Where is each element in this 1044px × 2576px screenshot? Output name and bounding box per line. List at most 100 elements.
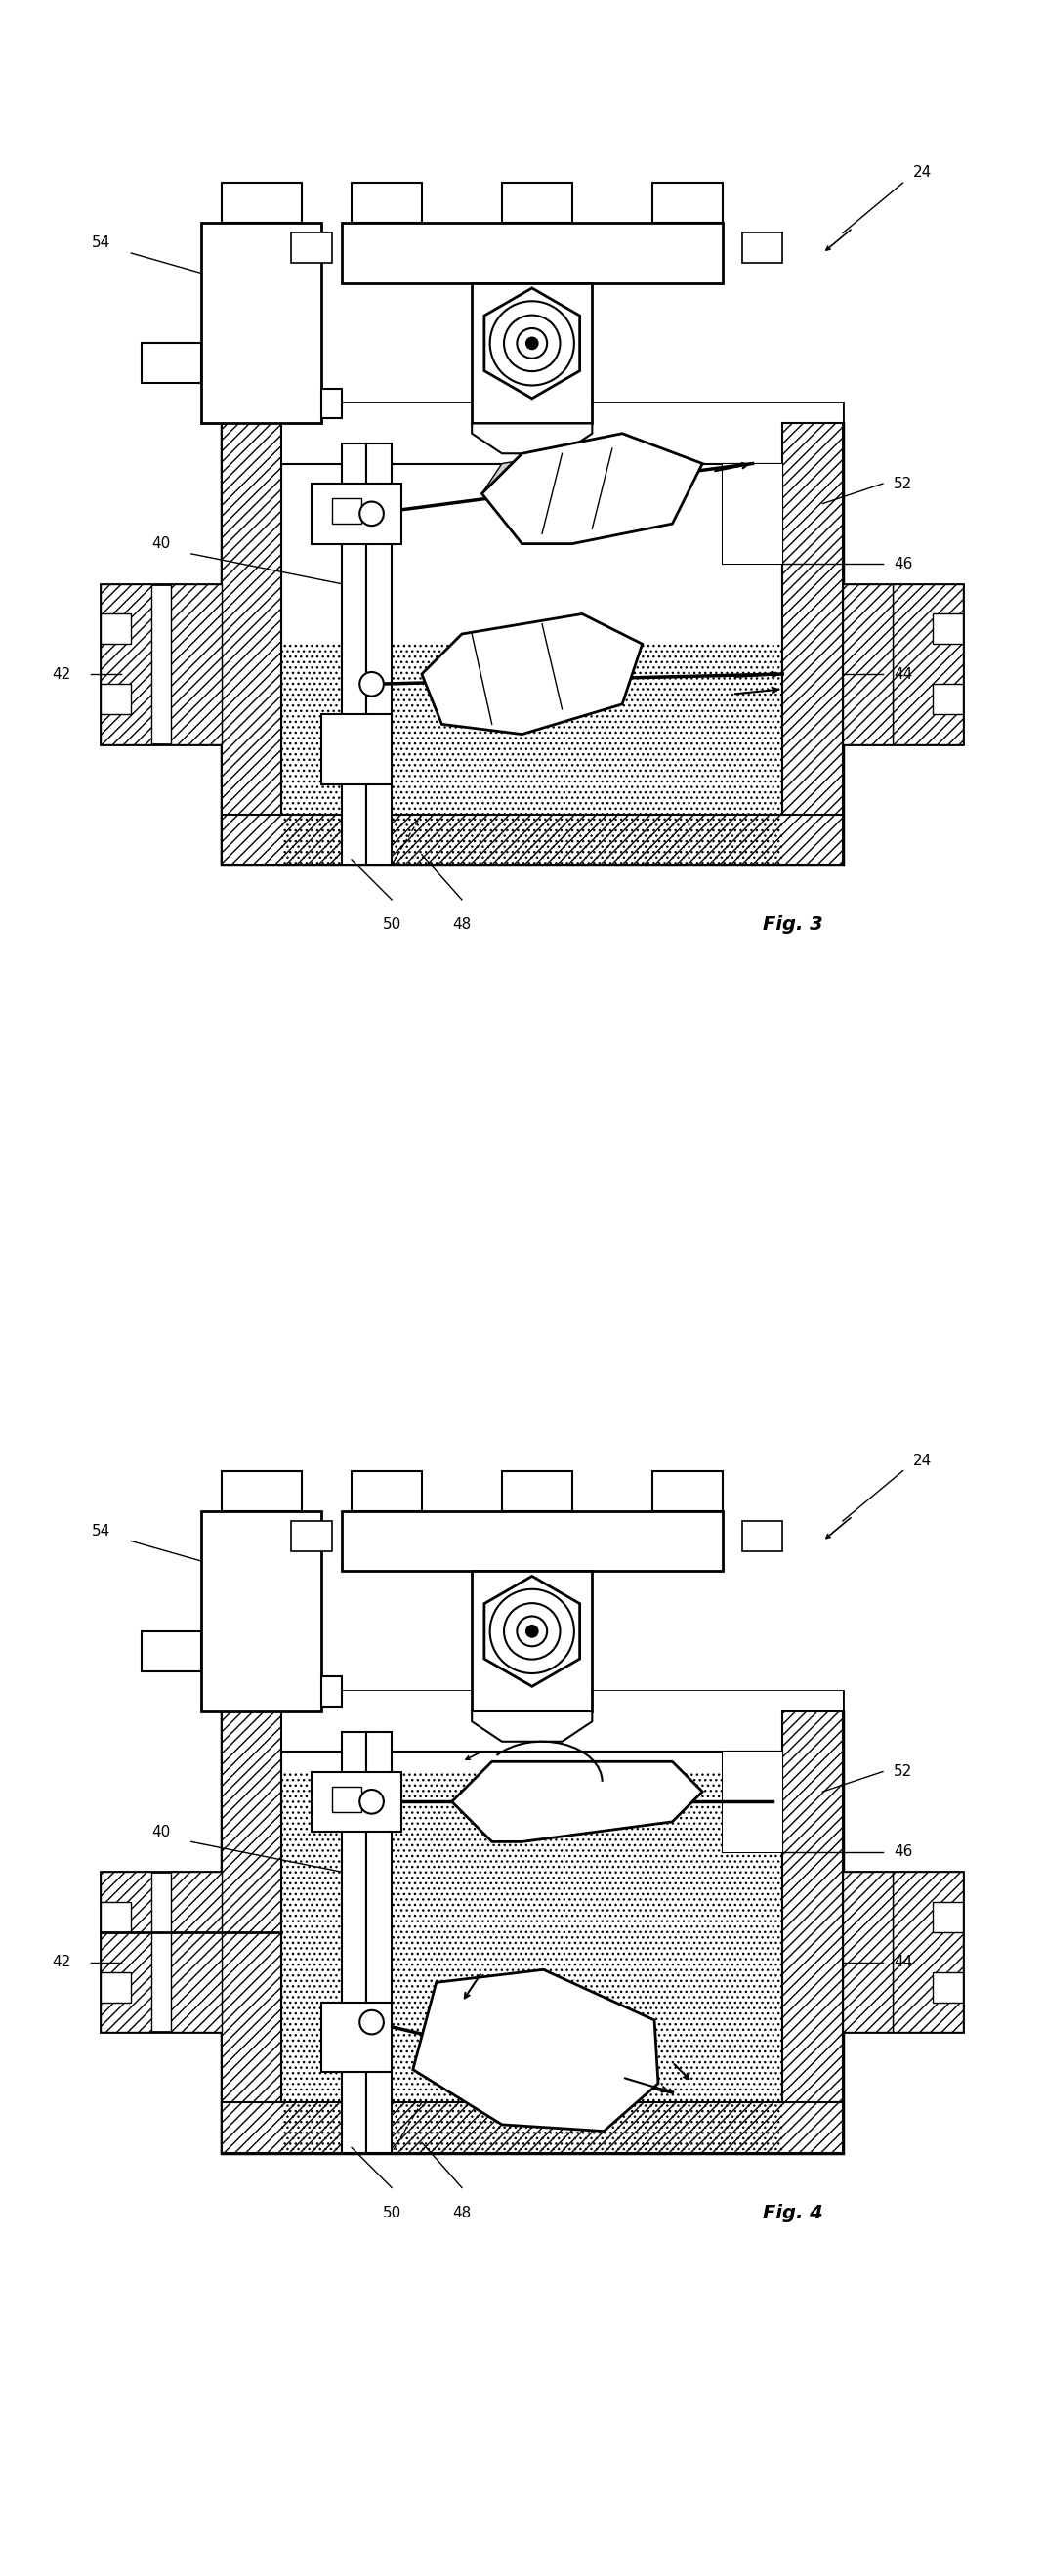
Circle shape [517, 327, 547, 358]
Circle shape [517, 1615, 547, 1646]
Bar [311, 1772, 402, 1832]
Text: 48: 48 [452, 2205, 471, 2221]
Polygon shape [452, 1762, 692, 1832]
Bar [893, 585, 963, 744]
Polygon shape [484, 289, 579, 399]
Bar [933, 1901, 963, 1932]
Text: 50: 50 [382, 917, 401, 933]
Text: 24: 24 [914, 1453, 932, 1468]
Bar [843, 585, 893, 744]
Text: Fig. 4: Fig. 4 [762, 2202, 823, 2223]
Bar [366, 1731, 392, 2154]
Polygon shape [472, 422, 592, 453]
Bar [221, 1710, 282, 2154]
Bar [933, 685, 963, 714]
Text: 40: 40 [151, 1824, 170, 1839]
Text: 54: 54 [92, 234, 111, 250]
Bar [783, 1710, 843, 2154]
Text: 40: 40 [151, 536, 170, 551]
Circle shape [504, 1602, 560, 1659]
Bar [341, 1512, 722, 1571]
Bar [502, 183, 572, 224]
Bar [341, 1731, 366, 2154]
Bar [332, 1788, 361, 1811]
Text: Fig. 3: Fig. 3 [762, 914, 823, 935]
Bar [722, 1752, 783, 1852]
Bar [742, 232, 783, 263]
Bar [101, 585, 221, 744]
Bar [141, 343, 201, 384]
Bar [311, 484, 402, 544]
Bar [221, 422, 282, 866]
Bar [291, 1520, 332, 1551]
Bar [282, 1752, 783, 2154]
Bar [101, 1973, 132, 2002]
Circle shape [359, 672, 384, 696]
Text: 24: 24 [914, 165, 932, 180]
Bar [101, 1901, 132, 1932]
Bar [652, 1471, 722, 1512]
Bar [472, 1571, 592, 1710]
Bar [282, 1772, 783, 2154]
Polygon shape [422, 623, 633, 724]
Bar [742, 1520, 783, 1551]
Bar [366, 443, 392, 866]
Bar [322, 2002, 392, 2071]
Polygon shape [413, 1971, 658, 2130]
Bar [101, 1873, 221, 2032]
Bar [101, 685, 132, 714]
Bar [171, 1873, 221, 2032]
Bar [282, 644, 783, 866]
Bar [352, 1471, 422, 1512]
Circle shape [490, 301, 574, 386]
Text: 52: 52 [894, 477, 912, 492]
Bar [332, 500, 361, 523]
Bar [352, 183, 422, 224]
Text: 44: 44 [894, 667, 912, 683]
Text: 48: 48 [452, 917, 471, 933]
Bar [201, 224, 322, 422]
Bar [322, 714, 392, 783]
Bar [221, 404, 843, 464]
Bar [101, 1873, 151, 2032]
Polygon shape [472, 1710, 592, 1741]
Circle shape [526, 1625, 538, 1638]
Text: 46: 46 [894, 1844, 912, 1860]
Bar [221, 404, 843, 464]
Bar [282, 464, 783, 866]
Bar [843, 1873, 893, 2032]
Circle shape [526, 337, 538, 350]
Polygon shape [452, 1762, 703, 1842]
Bar [843, 1873, 963, 2032]
Text: 46: 46 [894, 556, 912, 572]
Polygon shape [422, 613, 642, 734]
Bar [341, 224, 722, 283]
Bar [221, 1692, 843, 1752]
Polygon shape [426, 1971, 654, 2123]
Bar [101, 613, 132, 644]
Circle shape [490, 1589, 574, 1674]
Bar [472, 283, 592, 422]
Bar [341, 443, 366, 866]
Bar [221, 1471, 302, 1512]
Bar [221, 422, 843, 866]
Text: 44: 44 [894, 1955, 912, 1971]
Bar [221, 2102, 843, 2154]
Bar [933, 1973, 963, 2002]
Bar [502, 1471, 572, 1512]
Polygon shape [482, 433, 703, 544]
Circle shape [359, 502, 384, 526]
Bar [783, 422, 843, 866]
Bar [171, 585, 221, 744]
Polygon shape [482, 443, 692, 533]
Circle shape [359, 1790, 384, 1814]
Bar [221, 1692, 843, 1752]
Bar [933, 613, 963, 644]
Bar [101, 585, 151, 744]
Bar [201, 1512, 322, 1710]
Bar [221, 1710, 843, 2154]
Bar [722, 464, 783, 564]
Polygon shape [484, 1577, 579, 1687]
Bar [722, 1752, 783, 1852]
Circle shape [504, 314, 560, 371]
